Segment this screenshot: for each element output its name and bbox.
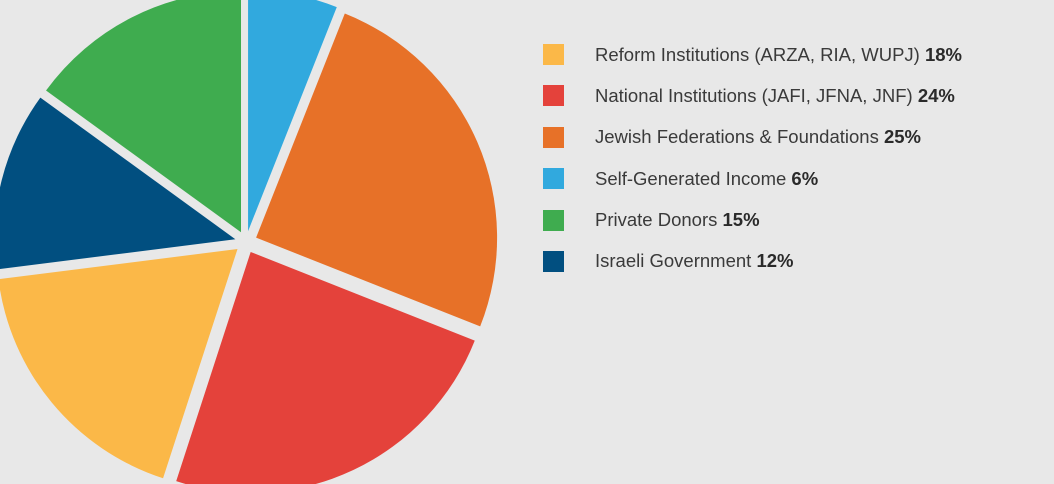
legend-value: 24%: [917, 84, 955, 106]
chart-legend: Reform Institutions (ARZA, RIA, WUPJ) 18…: [543, 44, 962, 292]
legend-label-text: Reform Institutions (ARZA, RIA, WUPJ): [595, 43, 920, 65]
legend-value: 18%: [924, 43, 963, 65]
pie-slice-israeli-government: [0, 97, 236, 269]
pie-slice-jewish-federations-foundations: [256, 13, 498, 327]
legend-item-israeli-government: Israeli Government 12%: [543, 250, 962, 272]
legend-swatch: [543, 250, 564, 272]
legend-value: 25%: [883, 126, 921, 148]
legend-label: Private Donors 15%: [595, 209, 760, 231]
pie-slice-reform-institutions-arza-ria-wupj: [0, 249, 238, 479]
legend-label-text: National Institutions (JAFI, JFNA, JNF): [595, 84, 913, 106]
legend-item-private-donors: Private Donors 15%: [543, 209, 962, 231]
legend-item-jewish-federations-foundations: Jewish Federations & Foundations 25%: [543, 126, 962, 148]
legend-label-text: Private Donors: [595, 209, 718, 231]
legend-swatch: [543, 44, 564, 65]
legend-label: Israeli Government 12%: [595, 250, 793, 272]
legend-value: 15%: [722, 209, 760, 231]
legend-label-text: Jewish Federations & Foundations: [595, 126, 879, 148]
legend-label: Reform Institutions (ARZA, RIA, WUPJ) 18…: [595, 44, 962, 66]
legend-swatch: [543, 85, 564, 107]
legend-label: National Institutions (JAFI, JFNA, JNF) …: [595, 85, 955, 107]
legend-item-reform-institutions-arza-ria-wupj: Reform Institutions (ARZA, RIA, WUPJ) 18…: [543, 44, 962, 65]
pie-slice-self-generated-income: [248, 0, 337, 232]
legend-item-national-institutions-jafi-jfna-jnf: National Institutions (JAFI, JFNA, JNF) …: [543, 85, 962, 107]
pie-slice-national-institutions-jafi-jfna-jnf: [176, 251, 475, 484]
legend-value: 12%: [756, 250, 794, 272]
legend-swatch: [543, 126, 564, 148]
legend-item-self-generated-income: Self-Generated Income 6%: [543, 168, 962, 190]
legend-swatch: [543, 168, 564, 190]
legend-label: Jewish Federations & Foundations 25%: [595, 126, 921, 148]
legend-label: Self-Generated Income 6%: [595, 168, 818, 190]
legend-label-text: Israeli Government: [595, 250, 752, 272]
pie-slice-private-donors: [46, 0, 242, 233]
legend-value: 6%: [791, 167, 819, 189]
legend-label-text: Self-Generated Income: [595, 167, 787, 189]
legend-swatch: [543, 209, 564, 231]
